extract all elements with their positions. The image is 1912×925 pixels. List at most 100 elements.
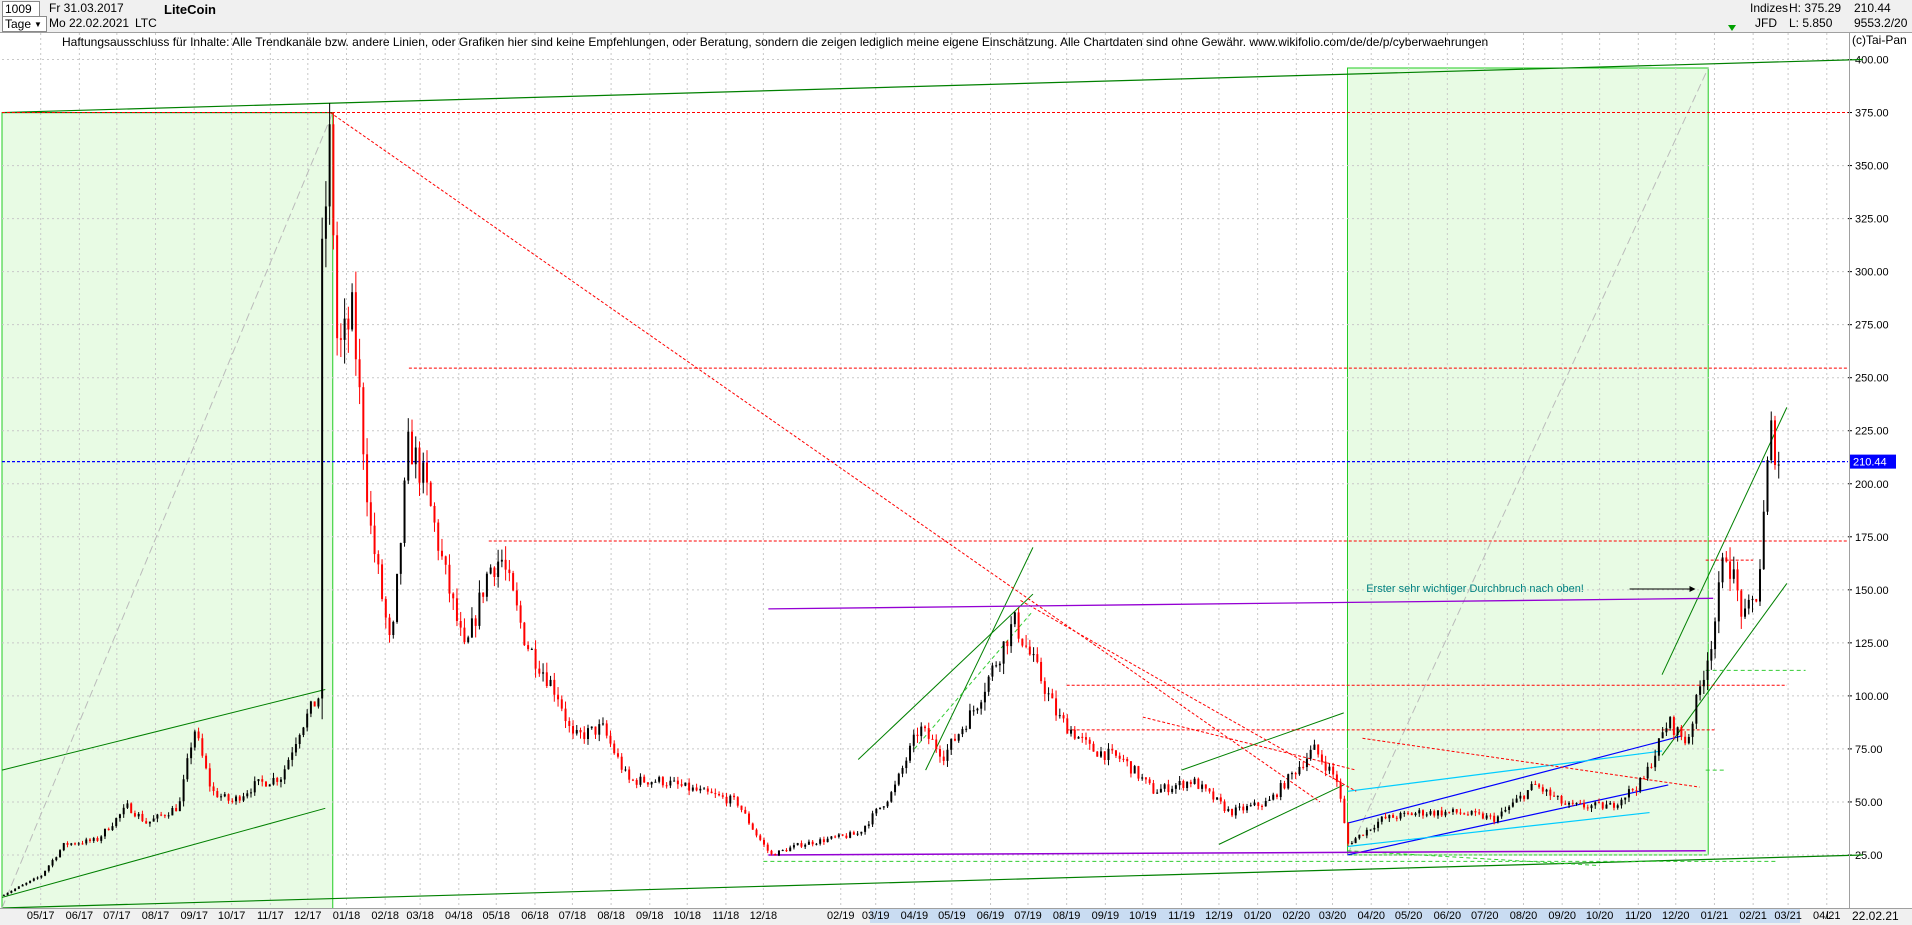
candle-body: [1642, 777, 1645, 779]
candle-body: [894, 784, 897, 793]
candle-body: [661, 777, 664, 786]
candle-body: [1403, 812, 1406, 814]
candle-body: [1028, 646, 1031, 655]
candle-body: [1616, 805, 1619, 808]
x-tick-label: 05/17: [26, 910, 55, 922]
start-date[interactable]: Fr 31.03.2017: [49, 1, 124, 15]
x-tick-label: 11/17: [256, 910, 284, 922]
candle-body: [1691, 723, 1694, 737]
x-tick-label: 04/21: [1813, 910, 1841, 922]
candle-body: [377, 554, 380, 565]
x-tick-label: 02/19: [826, 910, 855, 922]
candle-body: [635, 779, 638, 785]
candle-body: [575, 729, 578, 734]
candle-body: [227, 794, 230, 801]
candle-body: [1242, 806, 1245, 811]
candle-body: [538, 668, 541, 674]
candle-body: [508, 569, 511, 574]
x-tick-label: 05/20: [1394, 910, 1423, 922]
y-tick-label: 300.00: [1855, 267, 1889, 279]
candle-body: [324, 206, 327, 239]
candle-body: [744, 809, 747, 814]
x-tick-label: 07/17: [103, 910, 131, 922]
candle-body: [152, 818, 155, 822]
candle-body: [231, 800, 234, 802]
y-tick-label: 50.00: [1855, 797, 1883, 809]
candle-body: [1609, 803, 1612, 805]
candle-body: [276, 777, 279, 782]
x-tick-label: 08/19: [1052, 910, 1081, 922]
candle-body: [1107, 748, 1110, 761]
candle-body: [890, 792, 893, 802]
candle-body: [186, 758, 189, 780]
candle-body: [452, 593, 455, 599]
candle-body: [1298, 766, 1301, 775]
candle-body: [1201, 784, 1204, 789]
candle-body: [253, 781, 256, 793]
candle-body: [1777, 464, 1780, 466]
breakout-annotation: Erster sehr wichtiger Durchbruch nach ob…: [1366, 583, 1584, 595]
x-tick-label: 06/18: [521, 910, 549, 922]
candle-body: [1504, 809, 1507, 812]
candle-body: [81, 843, 84, 845]
candle-body: [279, 779, 282, 782]
x-tick-label: 10/19: [1129, 910, 1157, 922]
candle-body: [1478, 812, 1481, 814]
candle-body: [1021, 638, 1024, 646]
candle-body: [489, 567, 492, 574]
y-tick-label: 125.00: [1855, 638, 1889, 650]
currency-label: LTC: [135, 16, 157, 30]
candle-body: [826, 838, 829, 843]
end-date[interactable]: Mo 22.02.2021: [49, 16, 130, 30]
symbol-select[interactable]: 1009▼: [2, 1, 40, 28]
candle-body: [1744, 608, 1747, 617]
timeline-scroll-strip[interactable]: [870, 909, 1800, 923]
resistance-2020-b: [1362, 737, 1700, 788]
candle-body: [455, 598, 458, 621]
candle-body: [133, 813, 136, 817]
candle-body: [1620, 799, 1623, 806]
symbol-select-value: 1009: [5, 2, 32, 16]
candle-body: [1193, 778, 1196, 784]
candle-body: [1586, 807, 1589, 809]
candle-body: [268, 784, 271, 787]
scroll-marker[interactable]: L: [1826, 910, 1833, 922]
candle-body: [467, 637, 470, 643]
candle-body: [351, 292, 354, 330]
candle-body: [343, 318, 346, 340]
candle-body: [1290, 773, 1293, 775]
y-tick-label: 150.00: [1855, 585, 1889, 597]
candle-body: [1234, 807, 1237, 816]
candle-body: [10, 890, 13, 893]
candle-body: [1388, 815, 1391, 819]
candle-body: [1751, 599, 1754, 601]
candle-body: [841, 834, 844, 836]
candle-body: [590, 726, 593, 729]
candle-body: [643, 776, 646, 783]
arrow-head-icon: [1689, 586, 1696, 593]
period-select[interactable]: Tage ▼: [2, 16, 47, 32]
candle-body: [1669, 717, 1672, 729]
candle-body: [1058, 715, 1061, 717]
blue-channel-lower: [1347, 784, 1669, 856]
candle-body: [882, 806, 885, 808]
candle-body: [388, 617, 391, 636]
candle-body: [654, 781, 657, 783]
candle-body: [609, 735, 612, 744]
candle-body: [1646, 766, 1649, 779]
candle-body: [55, 857, 58, 861]
candle-body: [568, 721, 571, 726]
candle-body: [1496, 816, 1499, 822]
candle-body: [864, 825, 867, 832]
candle-body: [830, 836, 833, 839]
candle-body: [115, 818, 118, 827]
candle-body: [1186, 781, 1189, 788]
candle-body: [1451, 809, 1454, 813]
y-tick-label: 325.00: [1855, 214, 1889, 226]
candle-body: [980, 702, 983, 709]
candle-body: [1579, 802, 1582, 804]
candle-body: [1530, 783, 1533, 791]
candle-body: [1399, 813, 1402, 819]
candle-body: [392, 621, 395, 636]
